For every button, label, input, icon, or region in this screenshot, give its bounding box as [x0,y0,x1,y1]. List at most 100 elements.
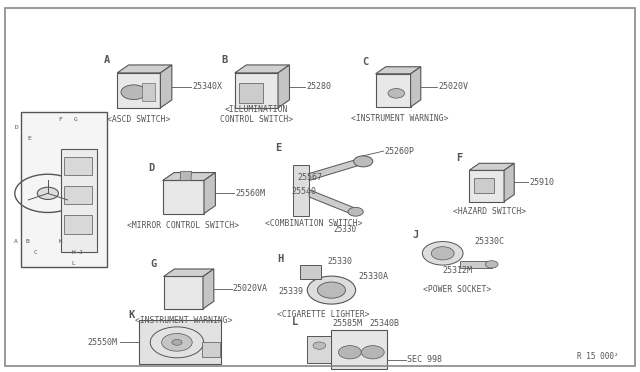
Polygon shape [469,170,504,202]
Text: H: H [72,250,75,255]
Polygon shape [204,173,216,214]
Text: <INSTRUMENT WARNING>: <INSTRUMENT WARNING> [134,316,232,325]
Text: <COMBINATION SWITCH>: <COMBINATION SWITCH> [265,219,362,228]
Text: <MIRROR CONTROL SWITCH>: <MIRROR CONTROL SWITCH> [127,221,239,230]
Bar [293,165,309,216]
Text: <HAZARD SWITCH>: <HAZARD SWITCH> [453,206,526,216]
Text: 25339: 25339 [278,287,303,296]
Text: 25260P: 25260P [385,147,415,155]
Bar [331,330,387,369]
Text: 25585M: 25585M [333,319,363,328]
Polygon shape [235,73,278,108]
Text: C: C [363,57,369,67]
Text: 25340B: 25340B [369,319,399,328]
Circle shape [313,342,326,349]
Text: 25312M: 25312M [443,266,473,275]
Circle shape [362,346,384,359]
Bar [65,157,92,175]
Polygon shape [309,190,355,215]
Bar [142,83,155,102]
Circle shape [422,241,463,265]
Text: R 15 000²: R 15 000² [577,352,619,361]
Circle shape [354,156,372,167]
Text: G: G [150,259,157,269]
Text: D: D [14,125,18,130]
Bar [61,149,97,252]
Text: <INSTRUMENT WARNING>: <INSTRUMENT WARNING> [351,113,448,122]
Polygon shape [164,276,203,309]
Text: J: J [413,230,419,240]
Circle shape [307,276,356,304]
Polygon shape [460,261,492,268]
Text: L: L [291,317,298,327]
Text: B: B [26,239,29,244]
Polygon shape [235,65,289,73]
Text: <ILLUMINATION
CONTROL SWITCH>: <ILLUMINATION CONTROL SWITCH> [220,105,293,124]
Text: 25330: 25330 [328,257,353,266]
Text: F: F [456,153,462,163]
Text: 25330C: 25330C [474,237,504,246]
Polygon shape [469,163,515,170]
Bar [239,83,263,103]
Text: E: E [275,143,282,153]
Polygon shape [278,65,289,108]
Polygon shape [411,67,420,107]
Text: 25540: 25540 [291,187,316,196]
Text: C: C [33,250,37,255]
Circle shape [339,346,362,359]
Polygon shape [180,171,191,180]
Text: G: G [74,117,77,122]
Polygon shape [163,180,204,214]
Polygon shape [163,173,216,180]
Polygon shape [117,65,172,73]
Polygon shape [161,65,172,108]
Bar [202,342,220,357]
Circle shape [485,261,498,268]
Text: B: B [221,55,228,65]
Text: <ASCD SWITCH>: <ASCD SWITCH> [107,115,170,124]
Text: 25020VA: 25020VA [233,285,268,294]
Polygon shape [376,74,411,107]
Circle shape [37,187,58,199]
Text: 25280: 25280 [307,82,332,91]
Text: 25560M: 25560M [236,189,266,198]
Polygon shape [203,269,214,309]
Bar [474,178,494,193]
Bar [21,112,107,267]
Text: H: H [276,254,283,264]
Polygon shape [164,269,214,276]
Polygon shape [309,158,362,180]
Text: 25340X: 25340X [192,82,222,91]
Text: <POWER SOCKET>: <POWER SOCKET> [423,285,492,294]
Polygon shape [139,320,221,365]
Text: L: L [72,261,75,266]
Text: 25020V: 25020V [438,82,468,91]
Circle shape [388,89,404,98]
Circle shape [431,247,454,260]
Polygon shape [376,67,420,74]
Text: SEC 998: SEC 998 [407,355,442,364]
Text: K: K [59,239,63,244]
Polygon shape [504,163,515,202]
Bar [65,186,92,204]
Polygon shape [117,73,161,108]
Bar [307,336,332,363]
Circle shape [162,334,192,351]
Text: 25550M: 25550M [88,338,118,347]
Text: F: F [59,117,63,122]
Text: E: E [27,136,31,141]
Circle shape [348,207,364,216]
Polygon shape [300,265,321,279]
Text: 25330A: 25330A [358,272,388,281]
Text: 25910: 25910 [529,178,554,187]
Bar [65,215,92,234]
Circle shape [172,339,182,345]
Text: <CIGARETTE LIGHTER>: <CIGARETTE LIGHTER> [277,310,369,319]
Circle shape [121,85,147,100]
Circle shape [317,282,346,298]
Text: D: D [148,163,155,173]
Text: A: A [104,55,110,65]
Text: 25330: 25330 [334,225,357,234]
Text: A: A [14,239,18,244]
Text: K: K [128,310,134,320]
